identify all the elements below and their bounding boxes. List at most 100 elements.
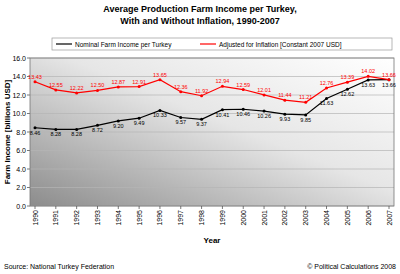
series-marker: [325, 86, 328, 89]
x-tick: [347, 206, 348, 209]
data-label: 13.66: [382, 82, 396, 88]
x-tick: [326, 206, 327, 209]
legend-box: [52, 38, 392, 50]
series-marker: [96, 89, 99, 92]
y-axis-label: Farm Income [billions USD]: [3, 79, 12, 184]
data-label: 12.87: [111, 79, 125, 85]
data-label: 12.94: [216, 78, 230, 84]
data-labels: 8.468.288.288.729.209.4910.339.579.3710.…: [28, 68, 396, 137]
x-tick-label: 2001: [261, 210, 268, 226]
series-marker: [367, 75, 370, 78]
data-label: 12.76: [320, 80, 334, 86]
chart: Average Production Farm Income per Turke…: [0, 0, 400, 274]
annotation: © Political Calculations 2008: [307, 263, 396, 270]
grid-line: [30, 187, 394, 188]
grid-line: [30, 95, 394, 96]
data-label: 12.50: [91, 82, 105, 88]
data-label: 12.59: [236, 82, 250, 88]
legend-label: Nominal Farm Income per Turkey: [75, 41, 172, 49]
data-label: 12.91: [132, 79, 146, 85]
series-marker: [179, 90, 182, 93]
x-tick-label: 1997: [177, 210, 184, 226]
x-tick-label: 1991: [52, 210, 59, 226]
grid-line: [30, 169, 394, 170]
data-label: 8.28: [71, 131, 82, 137]
x-tick-label: 1990: [32, 210, 39, 226]
x-tick-label: 2004: [323, 210, 330, 226]
x-tick: [97, 206, 98, 209]
series-marker: [54, 88, 57, 91]
grid-line: [30, 150, 394, 151]
x-tick-label: 1999: [219, 210, 226, 226]
series-marker: [221, 85, 224, 88]
legend: Nominal Farm Income per Turkey Adjusted f…: [52, 38, 392, 50]
x-tick: [35, 206, 36, 209]
data-label: 9.37: [196, 121, 207, 127]
x-tick-label: 2007: [386, 210, 393, 226]
x-tick: [284, 206, 285, 209]
x-tick: [139, 206, 140, 209]
subtitle: With and Without Inflation, 1990-2007: [120, 16, 279, 26]
series-marker: [242, 88, 245, 91]
x-tick-label: 2005: [344, 210, 351, 226]
plot-area: [34, 75, 391, 131]
data-label: 10.26: [257, 113, 271, 119]
y-tick-label: 10.0: [12, 110, 26, 117]
data-label: 10.41: [216, 112, 230, 118]
annotation: Source: National Turkey Federation: [4, 263, 114, 271]
grid-line: [30, 113, 394, 114]
title: Average Production Farm Income per Turke…: [103, 4, 296, 14]
data-label: 10.33: [153, 112, 167, 118]
x-tick: [76, 206, 77, 209]
y-tick: [27, 58, 30, 59]
y-tick: [27, 150, 30, 151]
legend-swatch: [56, 43, 72, 44]
data-label: 10.46: [236, 111, 250, 117]
series-marker: [158, 78, 161, 81]
y-tick-label: 8.0: [16, 129, 26, 136]
legend-label: Adjusted for Inflation [Constant 2007 US…: [219, 41, 342, 49]
series-marker: [263, 93, 266, 96]
x-tick: [55, 206, 56, 209]
y-tick-label: 12.0: [12, 92, 26, 99]
x-tick-label: 1994: [115, 210, 122, 226]
x-tick: [201, 206, 202, 209]
series-marker: [117, 85, 120, 88]
series-marker: [346, 81, 349, 84]
y-tick-label: 14.0: [12, 73, 26, 80]
y-tick-label: 4.0: [16, 166, 26, 173]
y-tick: [27, 187, 30, 188]
y-tick: [27, 206, 30, 207]
y-tick-label: 6.0: [16, 147, 26, 154]
data-label: 13.65: [153, 72, 167, 78]
x-tick: [118, 206, 119, 209]
y-tick: [27, 169, 30, 170]
y-tick-label: 0.0: [16, 203, 26, 210]
data-label: 12.62: [340, 91, 354, 97]
x-tick-label: 1998: [198, 210, 205, 226]
x-tick: [159, 206, 160, 209]
data-label: 11.63: [320, 100, 333, 106]
data-label: 9.20: [113, 123, 124, 129]
data-label: 9.57: [175, 119, 186, 125]
x-tick: [264, 206, 265, 209]
x-tick-label: 1995: [136, 210, 143, 226]
plot-frame: [30, 58, 394, 206]
x-tick: [243, 206, 244, 209]
series-marker: [200, 94, 203, 97]
data-label: 9.93: [280, 116, 291, 122]
data-label: 9.85: [300, 117, 311, 123]
series-line: [35, 80, 389, 130]
data-label: 12.01: [257, 87, 271, 93]
x-tick-label: 1992: [73, 210, 80, 226]
x-tick-label: 1996: [156, 210, 163, 226]
data-label: 11.92: [195, 88, 208, 94]
x-tick-label: 1993: [94, 210, 101, 226]
grid-line: [30, 132, 394, 133]
x-tick-label: 2003: [302, 210, 309, 226]
data-label: 14.02: [361, 68, 375, 74]
data-label: 8.28: [50, 131, 61, 137]
x-tick: [305, 206, 306, 209]
series-line: [35, 76, 389, 102]
x-tick-label: 2000: [240, 210, 247, 226]
